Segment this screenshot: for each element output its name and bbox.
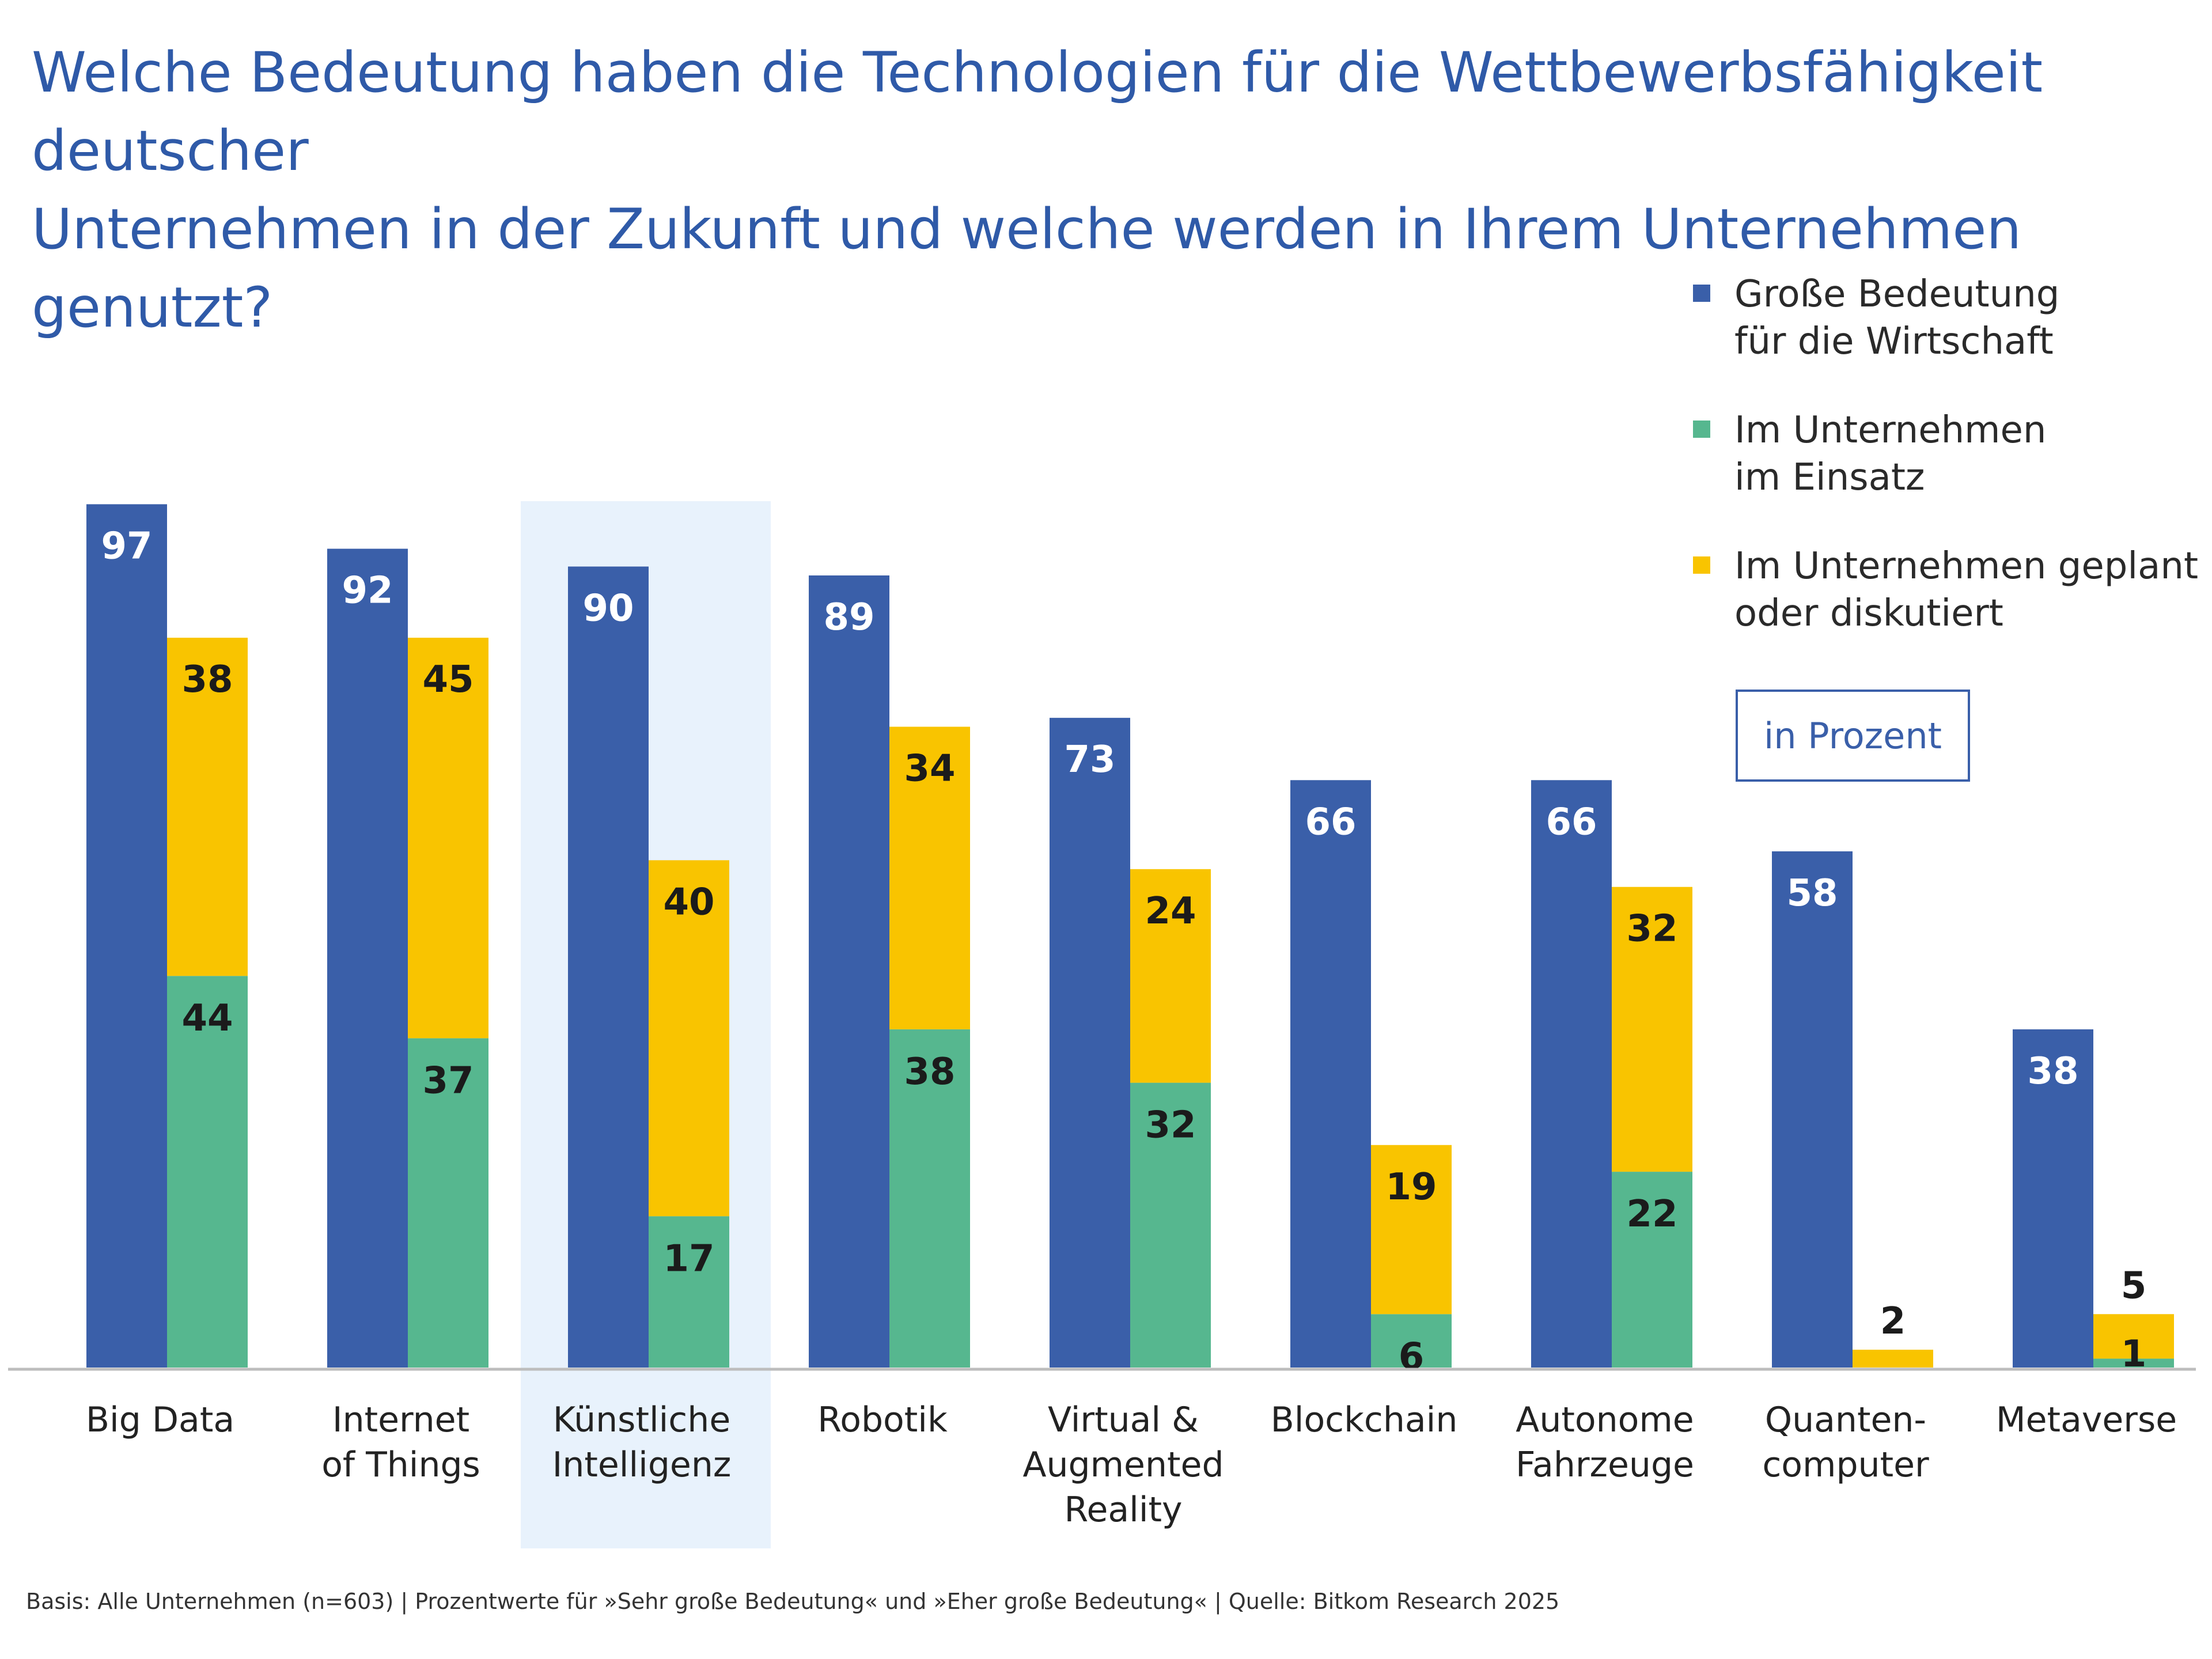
category-label: Internet — [332, 1400, 469, 1440]
value-label-bedeutung: 92 — [342, 570, 393, 612]
value-label-bedeutung: 38 — [2027, 1050, 2078, 1093]
value-label-bedeutung: 73 — [1064, 738, 1115, 781]
category-label: Fahrzeuge — [1516, 1445, 1694, 1485]
bar-geplant — [1371, 1145, 1452, 1315]
legend: Große Bedeutung für die Wirtschaft Im Un… — [1691, 271, 2198, 637]
legend-item-bedeutung: Große Bedeutung für die Wirtschaft — [1691, 271, 2198, 365]
bar-einsatz — [889, 1029, 970, 1368]
legend-item-einsatz: Im Unternehmen im Einsatz — [1691, 407, 2198, 501]
title-line-2: Unternehmen in der Zukunft und welche we… — [32, 197, 2022, 340]
value-label-bedeutung: 58 — [1786, 872, 1838, 915]
chart-title: Welche Bedeutung haben die Technologien … — [32, 33, 2198, 347]
bar-bedeutung — [2013, 1029, 2093, 1368]
category-label: Metaverse — [1996, 1400, 2177, 1440]
bar-geplant — [649, 860, 729, 1217]
legend-label-line2: für die Wirtschaft — [1734, 320, 2054, 363]
category-label: Big Data — [86, 1400, 234, 1440]
category-label: Autonome — [1516, 1400, 1694, 1440]
title-line-1: Welche Bedeutung haben die Technologien … — [32, 40, 2043, 183]
bar-bedeutung — [1050, 718, 1130, 1368]
bar-geplant — [2093, 1314, 2174, 1359]
bar-geplant — [1130, 869, 1211, 1083]
category-label: Künstliche — [553, 1400, 730, 1440]
value-label-einsatz: 17 — [663, 1237, 714, 1280]
bar-einsatz — [2093, 1358, 2174, 1368]
footnote: Basis: Alle Unternehmen (n=603) | Prozen… — [26, 1589, 1560, 1614]
legend-label-line1: Große Bedeutung — [1734, 273, 2060, 316]
legend-swatch-green — [1693, 421, 1710, 438]
category-label: Reality — [1064, 1490, 1182, 1530]
bar-geplant — [1612, 887, 1692, 1172]
category-label: Blockchain — [1271, 1400, 1458, 1440]
legend-label-line1: Im Unternehmen geplant — [1734, 545, 2199, 588]
value-label-geplant: 19 — [1385, 1166, 1437, 1209]
value-label-geplant: 34 — [904, 748, 955, 790]
value-label-geplant: 40 — [663, 881, 714, 923]
bar-bedeutung — [1772, 851, 1853, 1368]
value-label-bedeutung: 66 — [1546, 801, 1597, 843]
value-label-einsatz: 32 — [1145, 1104, 1196, 1147]
bar-einsatz — [167, 976, 248, 1368]
legend-label-line1: Im Unternehmen — [1734, 409, 2047, 452]
value-label-geplant: 2 — [1880, 1300, 1906, 1343]
bar-einsatz — [649, 1216, 729, 1368]
category-label: Virtual & — [1048, 1400, 1199, 1440]
value-label-einsatz: 37 — [422, 1059, 474, 1102]
legend-label-line2: im Einsatz — [1734, 456, 1925, 499]
category-label: Intelligenz — [552, 1445, 732, 1485]
value-label-einsatz: 44 — [181, 997, 233, 1040]
bar-einsatz — [408, 1038, 488, 1368]
category-label: Quanten- — [1765, 1400, 1926, 1440]
value-label-bedeutung: 89 — [823, 596, 874, 639]
value-label-bedeutung: 66 — [1305, 801, 1356, 843]
unit-label: in Prozent — [1764, 714, 1942, 757]
bar-bedeutung — [1531, 780, 1612, 1368]
value-label-einsatz: 22 — [1626, 1193, 1677, 1236]
value-label-geplant: 32 — [1626, 908, 1677, 950]
value-label-bedeutung: 90 — [582, 588, 634, 630]
value-label-geplant: 45 — [422, 658, 474, 701]
bar-geplant — [167, 638, 248, 976]
value-label-geplant: 24 — [1145, 890, 1196, 933]
bar-geplant — [1853, 1350, 1933, 1368]
bar-bedeutung — [809, 575, 889, 1368]
legend-item-geplant: Im Unternehmen geplant oder diskutiert — [1691, 543, 2198, 637]
value-label-bedeutung: 97 — [101, 525, 152, 567]
bar-einsatz — [1371, 1314, 1452, 1368]
legend-swatch-yellow — [1693, 556, 1710, 574]
bar-geplant — [408, 638, 488, 1039]
value-label-einsatz: 38 — [904, 1051, 955, 1093]
bar-geplant — [889, 726, 970, 1029]
category-label: computer — [1762, 1445, 1929, 1485]
value-label-einsatz: 6 — [1399, 1335, 1425, 1378]
value-label-geplant: 5 — [2121, 1264, 2147, 1307]
legend-label-line2: oder diskutiert — [1734, 592, 2003, 635]
bar-bedeutung — [86, 504, 167, 1368]
category-label: Augmented — [1022, 1445, 1224, 1485]
bar-bedeutung — [568, 566, 649, 1368]
unit-box: in Prozent — [1736, 690, 1970, 782]
legend-swatch-blue — [1693, 285, 1710, 302]
category-label: of Things — [321, 1445, 480, 1485]
bar-bedeutung — [1290, 780, 1371, 1368]
category-label: Robotik — [817, 1400, 948, 1440]
value-label-geplant: 38 — [181, 658, 233, 701]
bar-bedeutung — [327, 548, 408, 1368]
bar-einsatz — [1612, 1172, 1692, 1368]
bar-einsatz — [1130, 1082, 1211, 1368]
